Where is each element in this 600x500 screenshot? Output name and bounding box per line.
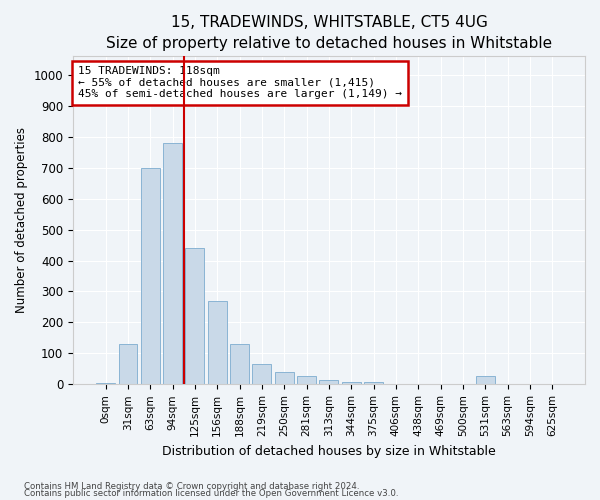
Bar [230, 344, 249, 385]
Bar [185, 248, 205, 384]
Bar [275, 372, 294, 384]
Bar [297, 376, 316, 384]
Text: Contains public sector information licensed under the Open Government Licence v3: Contains public sector information licen… [24, 489, 398, 498]
Y-axis label: Number of detached properties: Number of detached properties [15, 128, 28, 314]
Bar [342, 382, 361, 384]
Bar [208, 301, 227, 384]
X-axis label: Distribution of detached houses by size in Whitstable: Distribution of detached houses by size … [162, 444, 496, 458]
Bar [253, 364, 271, 384]
Bar [319, 380, 338, 384]
Bar [119, 344, 137, 385]
Bar [96, 383, 115, 384]
Bar [364, 382, 383, 384]
Bar [163, 143, 182, 384]
Bar [476, 376, 495, 384]
Text: 15 TRADEWINDS: 118sqm
← 55% of detached houses are smaller (1,415)
45% of semi-d: 15 TRADEWINDS: 118sqm ← 55% of detached … [78, 66, 402, 100]
Title: 15, TRADEWINDS, WHITSTABLE, CT5 4UG
Size of property relative to detached houses: 15, TRADEWINDS, WHITSTABLE, CT5 4UG Size… [106, 15, 552, 51]
Text: Contains HM Land Registry data © Crown copyright and database right 2024.: Contains HM Land Registry data © Crown c… [24, 482, 359, 491]
Bar [141, 168, 160, 384]
